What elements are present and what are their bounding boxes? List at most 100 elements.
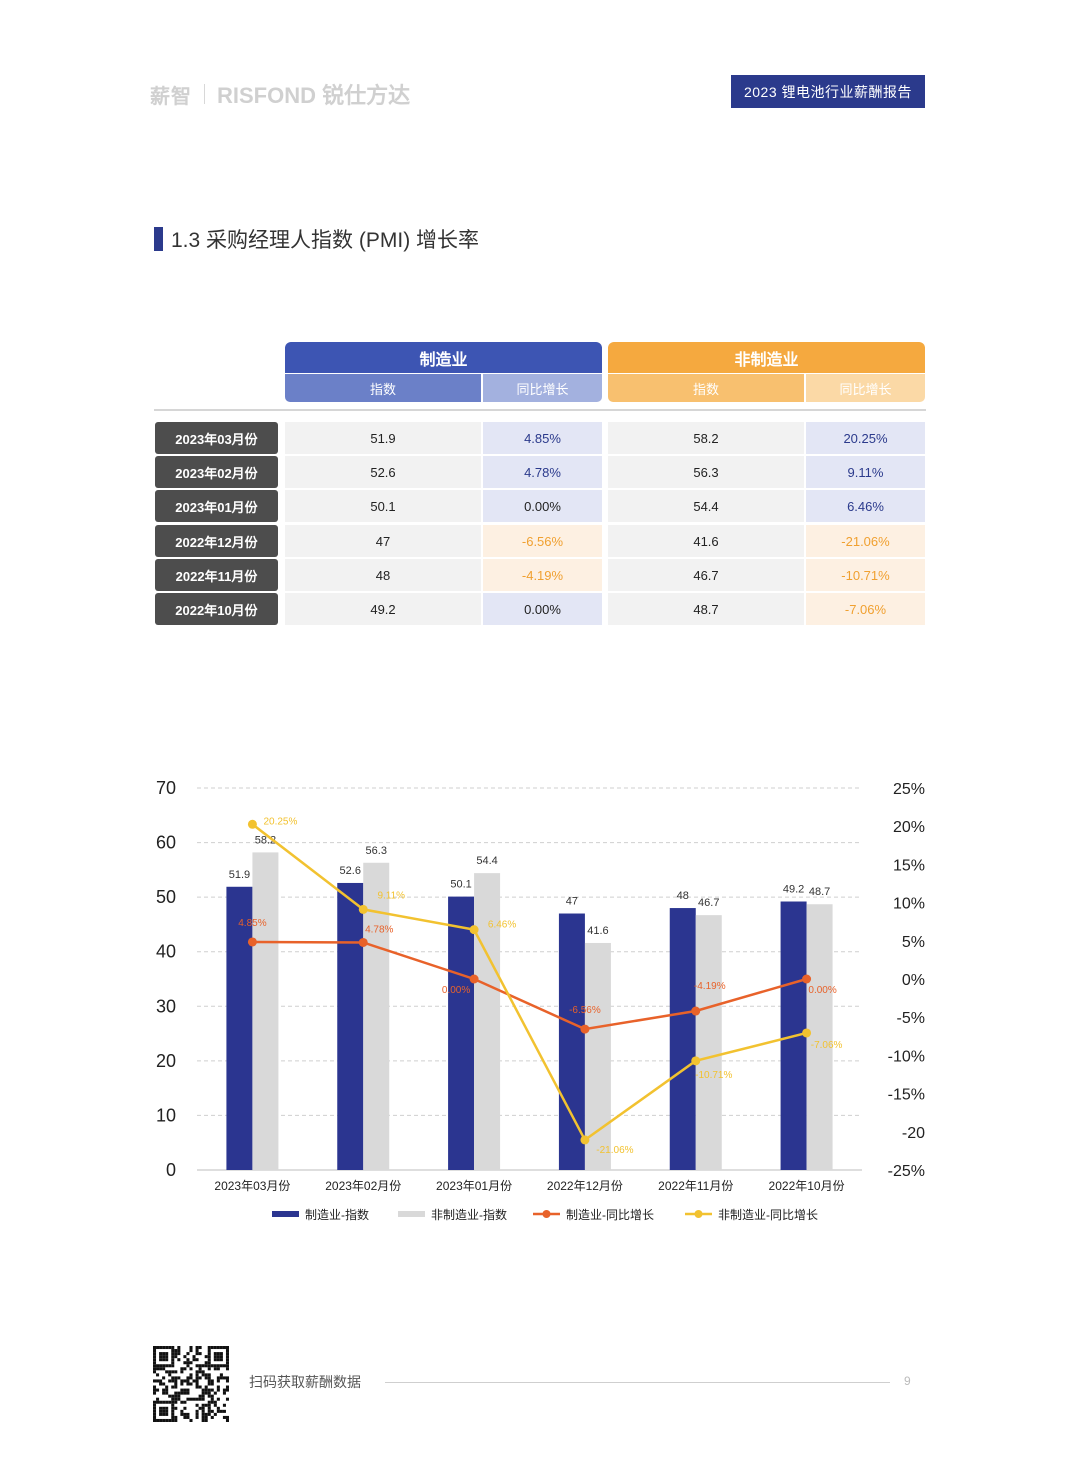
y-tick-label: 70: [156, 778, 176, 798]
table-row-label: 2023年02月份: [155, 456, 278, 488]
cell-n-yoy: 6.46%: [806, 490, 925, 522]
bar-non-manufacturing: [695, 915, 722, 1170]
y2-tick-label: 5%: [902, 934, 925, 951]
legend-marker: [694, 1210, 703, 1218]
legend-swatch: [398, 1211, 425, 1217]
cell-n-index: 46.7: [608, 559, 804, 591]
pmi-chart: 0 10 20 30 40 50 60 70 -25% -20 -15% -10% -5% 0% 5% 10%…: [156, 778, 925, 1222]
bar-non-manufacturing: [806, 904, 833, 1170]
bar-value-label: 48: [677, 890, 689, 902]
table-group-manufacturing: 制造业: [285, 342, 602, 373]
cell-m-index: 51.9: [285, 422, 481, 454]
x-tick-label: 2023年03月份: [214, 1179, 290, 1193]
table-row-label: 2022年12月份: [155, 525, 278, 557]
x-tick-label: 2022年12月份: [547, 1179, 623, 1193]
table-row-label: 2022年11月份: [155, 559, 278, 591]
y2-tick-label: -10%: [888, 1048, 925, 1065]
line-value-label: -6.56%: [569, 1005, 601, 1016]
cell-m-index: 48: [285, 559, 481, 591]
section-title: 1.3 采购经理人指数 (PMI) 增长率: [171, 229, 480, 252]
line-value-label: -4.19%: [694, 981, 726, 992]
cell-n-yoy: 20.25%: [806, 422, 925, 454]
bar-value-label: 41.6: [587, 925, 608, 937]
header-logos: 薪智 RISFOND 锐仕方达: [150, 78, 410, 110]
y-tick-label: 10: [156, 1105, 176, 1125]
table-divider: [154, 409, 926, 411]
line-value-label: 6.46%: [488, 920, 516, 931]
line-value-label: 20.25%: [263, 816, 297, 827]
bar-value-label: 56.3: [366, 845, 387, 857]
line-manufacturing-yoy: [252, 940, 807, 1031]
line-value-label: -7.06%: [811, 1040, 843, 1051]
y2-tick-label: 0%: [902, 972, 925, 989]
risfond-logo: RISFOND 锐仕方达: [217, 83, 411, 108]
cell-m-yoy: 4.85%: [483, 422, 602, 454]
legend-swatch: [272, 1211, 299, 1217]
sub-header-m-index: 指数: [285, 374, 481, 402]
section-heading: 1.3 采购经理人指数 (PMI) 增长率: [154, 226, 479, 252]
line-point: [247, 819, 257, 829]
line-point: [691, 1006, 701, 1016]
cell-m-yoy: -4.19%: [483, 559, 602, 591]
line-value-label: 9.11%: [377, 890, 405, 901]
bar-non-manufacturing: [252, 852, 279, 1170]
line-non-manufacturing-yoy: [251, 823, 807, 1142]
bar-value-label: 47: [566, 896, 578, 908]
section-heading-bar: [154, 227, 163, 251]
cell-m-index: 47: [285, 525, 481, 557]
sub-header-m-yoy: 同比增长: [483, 374, 602, 402]
y2-tick-label: -5%: [897, 1010, 925, 1027]
y-tick-label: 60: [156, 833, 176, 853]
cell-n-index: 41.6: [608, 525, 804, 557]
line-point: [802, 974, 812, 984]
x-tick-label: 2023年02月份: [325, 1179, 401, 1193]
line-point: [358, 937, 368, 947]
bar-value-label: 51.9: [229, 869, 250, 881]
legend-marker: [542, 1210, 551, 1218]
y2-tick-label: 20%: [893, 819, 925, 836]
x-tick-label: 2022年11月份: [658, 1179, 733, 1193]
cell-n-yoy: -7.06%: [806, 593, 925, 625]
y2-tick-label: -25%: [888, 1163, 925, 1180]
cell-m-yoy: 0.00%: [483, 490, 602, 522]
bar-value-label: 50.1: [450, 879, 471, 891]
cell-n-index: 56.3: [608, 456, 804, 488]
y2-tick-label: 15%: [893, 857, 925, 874]
report-title-badge: 2023 锂电池行业薪酬报告: [731, 75, 925, 108]
sub-header-n-yoy: 同比增长: [806, 374, 925, 402]
line-point: [580, 1135, 590, 1145]
qr-code-icon: [153, 1346, 229, 1422]
bar-value-label: 46.7: [698, 897, 719, 909]
cell-n-index: 48.7: [608, 593, 804, 625]
y-tick-label: 40: [156, 942, 176, 962]
bar-value-label: 52.6: [340, 865, 361, 877]
bar-value-label: 49.2: [783, 884, 804, 896]
cell-m-yoy: -6.56%: [483, 525, 602, 557]
cell-n-yoy: -21.06%: [806, 525, 925, 557]
bar-manufacturing: [337, 882, 364, 1170]
line-value-label: 0.00%: [442, 985, 470, 996]
line-point: [247, 937, 257, 947]
line-value-label: -21.06%: [596, 1145, 633, 1156]
cell-m-index: 49.2: [285, 593, 481, 625]
line-value-label: 4.78%: [365, 924, 393, 935]
sub-header-n-index: 指数: [608, 374, 804, 402]
line-value-label: 4.85%: [238, 918, 266, 929]
bar-non-manufacturing: [584, 942, 611, 1170]
y-tick-label: 0: [166, 1160, 176, 1180]
legend-label: 制造业-同比增长: [566, 1208, 654, 1222]
legend-label: 非制造业-指数: [431, 1207, 507, 1222]
logo-divider: [204, 84, 205, 104]
line-value-label: 0.00%: [808, 985, 836, 996]
x-tick-label: 2023年01月份: [436, 1179, 512, 1193]
cell-n-yoy: -10.71%: [806, 559, 925, 591]
legend-label: 制造业-指数: [305, 1207, 369, 1222]
y-tick-label: 20: [156, 1051, 176, 1071]
line-point: [469, 974, 479, 984]
y2-tick-label: -20: [902, 1125, 925, 1142]
bar-value-label: 54.4: [476, 855, 497, 867]
cell-n-index: 54.4: [608, 490, 804, 522]
xinzhi-logo: 薪智: [150, 85, 192, 108]
bar-manufacturing: [669, 908, 696, 1170]
bar-manufacturing: [226, 886, 253, 1170]
